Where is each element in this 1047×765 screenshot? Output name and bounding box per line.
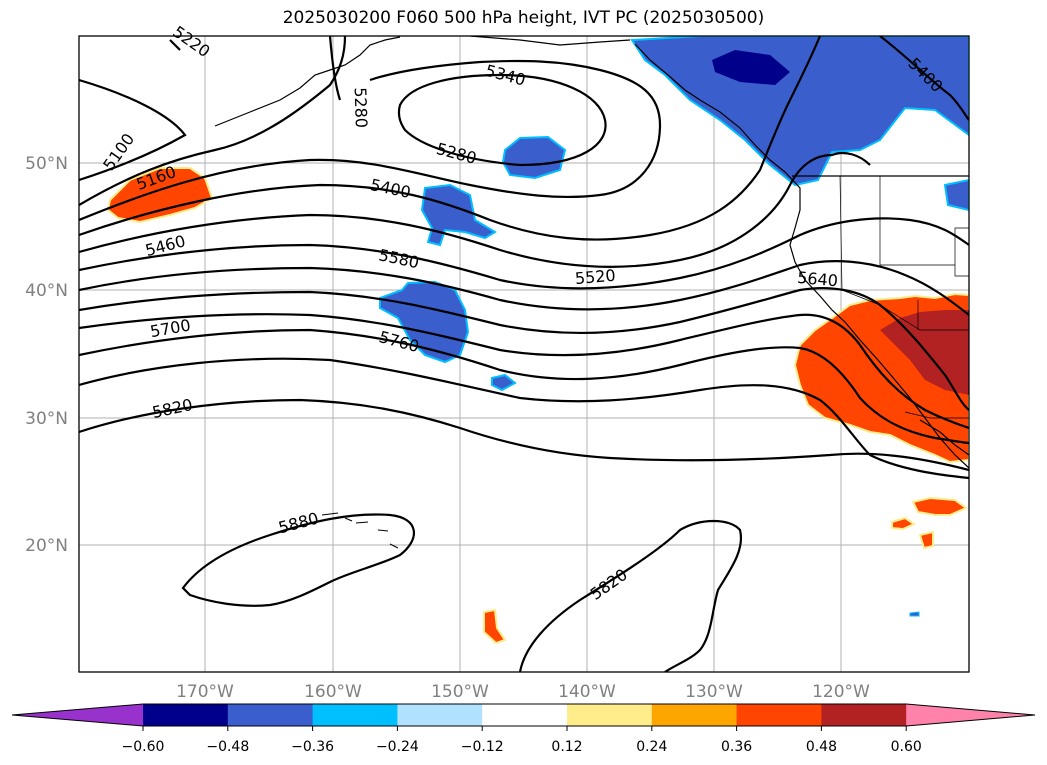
contour-label: 5520 — [574, 266, 616, 288]
ivt-positive-area-south-2 — [891, 516, 917, 531]
colorbar-tick-label: 0.60 — [891, 739, 922, 755]
lon-label-130w: 130°W — [685, 682, 743, 702]
contour-5280-closed — [397, 73, 607, 167]
contour-label: 5280 — [434, 139, 478, 168]
colorbar-segment — [736, 704, 822, 726]
lon-label-120w: 120°W — [812, 682, 870, 702]
colorbar-tick-label: 0.48 — [806, 739, 837, 755]
ivt-negative-area-5 — [909, 611, 920, 617]
contour-label: 5340 — [483, 61, 527, 90]
contour-label: 5400 — [369, 175, 413, 202]
map-frame — [78, 35, 970, 673]
colorbar-tick-label: 0.36 — [721, 739, 752, 755]
lon-label-170w: 170°W — [176, 682, 234, 702]
colorbar-segment — [312, 704, 398, 726]
colorbar-ticks: −0.60 −0.48 −0.36 −0.24 −0.12 0.12 0.24 0.36 0.4… — [122, 726, 922, 755]
contour-5340 — [79, 59, 662, 222]
lat-label-50n: 50°N — [25, 154, 68, 174]
contour-label: 5220 — [169, 22, 213, 61]
colorbar-tick-label: −0.12 — [461, 739, 504, 755]
contour-5280-top — [328, 36, 342, 101]
contour-label: 5280 — [351, 87, 371, 128]
contour-5700 — [79, 313, 969, 430]
contour-label: 5640 — [796, 268, 838, 290]
state-borders — [839, 175, 969, 331]
contour-5640 — [79, 287, 969, 411]
contour-5880 — [181, 513, 416, 607]
colorbar-segment — [143, 704, 229, 726]
colorbar-tick-label: −0.24 — [376, 739, 419, 755]
contour-5820-north — [79, 357, 969, 480]
contour-5580 — [79, 260, 969, 316]
lat-label-40n: 40°N — [25, 281, 68, 301]
lon-label-150w: 150°W — [431, 682, 489, 702]
ivt-negative-area-north — [630, 36, 969, 187]
contour-5820-south — [79, 398, 969, 472]
colorbar-tick-label: −0.36 — [291, 739, 334, 755]
height-contours — [79, 36, 969, 672]
lat-label-20n: 20°N — [25, 536, 68, 556]
lon-label-160w: 160°W — [304, 682, 362, 702]
ivt-positive-area-south-3 — [918, 530, 934, 550]
colorbar-segment — [821, 704, 907, 726]
contour-5760 — [79, 328, 969, 445]
contour-5160 — [79, 36, 347, 206]
lon-label-140w: 140°W — [558, 682, 616, 702]
hawaii-islands — [321, 512, 399, 549]
contour-5400-west — [79, 36, 822, 241]
ivt-negative-area-2 — [420, 183, 497, 247]
colorbar-tick-label: 0.24 — [636, 739, 667, 755]
coastline-alaska — [214, 36, 401, 127]
contour-5100 — [79, 78, 187, 182]
colorbar-segments — [11, 703, 1036, 727]
ivt-positive-area-south-4 — [483, 608, 507, 645]
ivt-positive-areas — [106, 167, 969, 645]
latitude-labels: 50°N 40°N 30°N 20°N — [25, 154, 68, 556]
contour-5400-east — [879, 36, 969, 121]
contour-label: 5580 — [377, 245, 421, 272]
contour-label: 5100 — [99, 130, 138, 174]
contour-label: 5880 — [276, 508, 320, 537]
ivt-negative-area-3 — [379, 280, 470, 364]
ivt-negative-area-4 — [491, 373, 517, 392]
coastline-alaska-gulf — [469, 36, 631, 46]
ivt-negative-area-east — [943, 178, 969, 212]
contour-5460 — [79, 151, 871, 268]
ivt-negative-area-1 — [501, 135, 567, 180]
contour-5820-lower — [518, 520, 743, 672]
colorbar-segment — [227, 704, 314, 726]
ivt-positive-core-east — [880, 310, 969, 395]
colorbar-segment — [651, 704, 738, 726]
colorbar-extend-max — [906, 704, 1035, 726]
coastlines — [214, 36, 969, 549]
colorbar-tick-label: −0.60 — [122, 739, 165, 755]
border-us-mexico — [904, 411, 969, 419]
contour-5220 — [169, 39, 181, 51]
lat-label-30n: 30°N — [25, 409, 68, 429]
contour-5520 — [79, 217, 969, 290]
ivt-positive-area-south-1 — [911, 496, 968, 516]
colorbar-segment — [397, 704, 483, 726]
coastline-west-north-america — [634, 43, 969, 469]
colorbar: −0.60 −0.48 −0.36 −0.24 −0.12 0.12 0.24 0.36 0.4… — [11, 703, 1036, 755]
ivt-negative-core-north — [712, 50, 790, 85]
colorbar-segment — [567, 704, 653, 726]
coastline-baja-gulf — [919, 419, 969, 456]
longitude-labels: 170°W 160°W 150°W 140°W 130°W 120°W — [176, 682, 870, 702]
map-title: 2025030200 F060 500 hPa height, IVT PC (… — [282, 8, 765, 28]
colorbar-segment — [482, 704, 568, 726]
colorbar-extend-min — [12, 704, 143, 726]
colorbar-tick-label: −0.48 — [206, 739, 249, 755]
colorbar-tick-label: 0.12 — [551, 739, 582, 755]
map-plot-area — [79, 36, 969, 672]
